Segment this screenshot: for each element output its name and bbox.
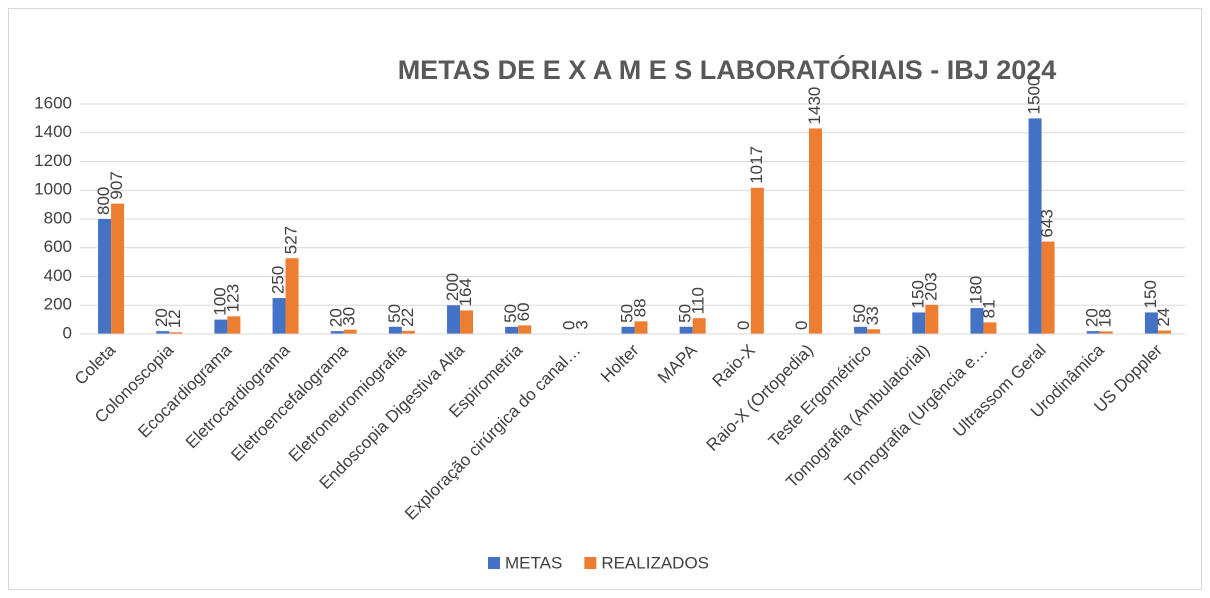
- bar: [505, 326, 519, 334]
- data-label: 20: [152, 308, 171, 327]
- y-tick-label: 400: [44, 266, 72, 285]
- data-label: 12: [165, 309, 184, 328]
- y-tick-label: 1200: [34, 151, 72, 170]
- bar: [401, 330, 415, 334]
- bar: [98, 219, 112, 334]
- bar: [1041, 241, 1055, 334]
- data-label: 100: [210, 287, 229, 315]
- bar: [285, 258, 299, 334]
- y-tick-label: 200: [44, 295, 72, 314]
- bar: [1144, 312, 1158, 334]
- y-tick-label: 1400: [34, 122, 72, 141]
- bar: [272, 298, 286, 334]
- bar: [1099, 331, 1113, 334]
- data-label: 0: [734, 321, 753, 330]
- data-label: 20: [327, 308, 346, 327]
- bar: [983, 322, 997, 334]
- bar: [156, 331, 170, 334]
- data-label: 800: [94, 187, 113, 215]
- data-label: 203: [921, 272, 940, 300]
- bar: [912, 312, 926, 334]
- data-label: 907: [107, 171, 126, 199]
- data-label: 643: [1038, 209, 1057, 237]
- data-label: 20: [1083, 308, 1102, 327]
- data-label: 88: [630, 298, 649, 317]
- bar: [867, 329, 881, 334]
- bar: [750, 187, 764, 334]
- data-label: 81: [979, 299, 998, 318]
- bar: [169, 332, 183, 334]
- chart-frame: [8, 8, 1202, 590]
- bar: [679, 326, 693, 334]
- data-label: 60: [514, 302, 533, 321]
- bar: [330, 331, 344, 334]
- data-label: 164: [456, 278, 475, 306]
- data-label: 50: [385, 304, 404, 323]
- y-tick-label: 600: [44, 237, 72, 256]
- data-label: 200: [443, 273, 462, 301]
- bar: [970, 308, 984, 334]
- bar: [227, 316, 241, 334]
- legend-swatch: [584, 557, 597, 569]
- y-tick-label: 1000: [34, 180, 72, 199]
- data-label: 527: [282, 226, 301, 254]
- bar: [692, 318, 706, 334]
- bar: [518, 325, 532, 334]
- legend-label: REALIZADOS: [601, 553, 709, 572]
- data-label: 150: [908, 280, 927, 308]
- data-label: 180: [966, 276, 985, 304]
- bar: [460, 310, 474, 334]
- data-label: 50: [501, 304, 520, 323]
- y-tick-label: 0: [63, 323, 72, 342]
- data-label: 50: [850, 304, 869, 323]
- data-label: 1430: [805, 87, 824, 125]
- data-label: 0: [792, 321, 811, 330]
- bar: [1028, 118, 1042, 334]
- bar: [621, 326, 635, 334]
- data-label: 0: [559, 321, 578, 330]
- data-label: 50: [617, 304, 636, 323]
- bar: [388, 326, 402, 334]
- bar: [634, 321, 648, 334]
- data-label: 22: [398, 308, 417, 327]
- bar: [111, 203, 125, 334]
- data-label: 50: [676, 304, 695, 323]
- bar: [1086, 331, 1100, 334]
- bar: [925, 304, 939, 334]
- y-tick-label: 800: [44, 208, 72, 227]
- data-label: 1017: [747, 146, 766, 184]
- data-label: 3: [572, 320, 591, 329]
- legend-label: METAS: [505, 553, 562, 572]
- data-label: 150: [1141, 280, 1160, 308]
- data-label: 110: [689, 287, 708, 314]
- bar: [447, 305, 461, 334]
- y-tick-label: 1600: [34, 93, 72, 112]
- legend-swatch: [488, 557, 500, 569]
- bar: [808, 128, 822, 334]
- data-label: 1500: [1025, 77, 1044, 115]
- bar: [343, 329, 357, 334]
- chart-title: METAS DE E X A M E S LABORATÓRIAIS - IBJ…: [398, 54, 1057, 85]
- data-label: 250: [269, 266, 288, 294]
- data-label: 18: [1096, 308, 1115, 327]
- data-label: 30: [340, 307, 359, 326]
- bar: [854, 326, 868, 334]
- data-label: 33: [863, 306, 882, 325]
- data-label: 123: [223, 284, 242, 312]
- bar: [1157, 330, 1171, 334]
- bar: [214, 319, 228, 334]
- data-label: 24: [1154, 308, 1173, 327]
